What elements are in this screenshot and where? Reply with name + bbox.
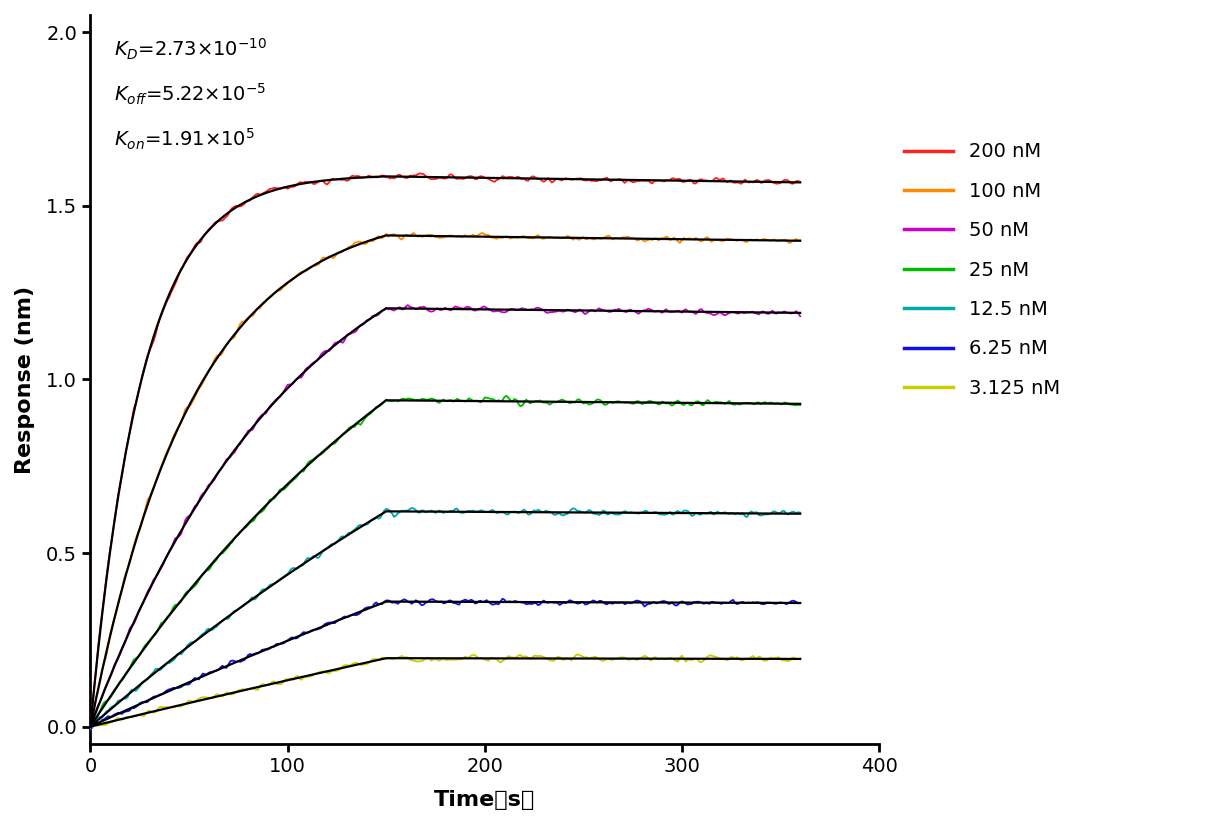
Text: $K_D$=2.73×10$^{-10}$
$K_{off}$=5.22×10$^{-5}$
$K_{on}$=1.91×10$^5$: $K_D$=2.73×10$^{-10}$ $K_{off}$=5.22×10$… <box>115 37 267 152</box>
Y-axis label: Response (nm): Response (nm) <box>15 285 34 474</box>
X-axis label: Time（s）: Time（s） <box>434 790 536 810</box>
Legend: 200 nM, 100 nM, 50 nM, 25 nM, 12.5 nM, 6.25 nM, 3.125 nM: 200 nM, 100 nM, 50 nM, 25 nM, 12.5 nM, 6… <box>897 134 1067 406</box>
